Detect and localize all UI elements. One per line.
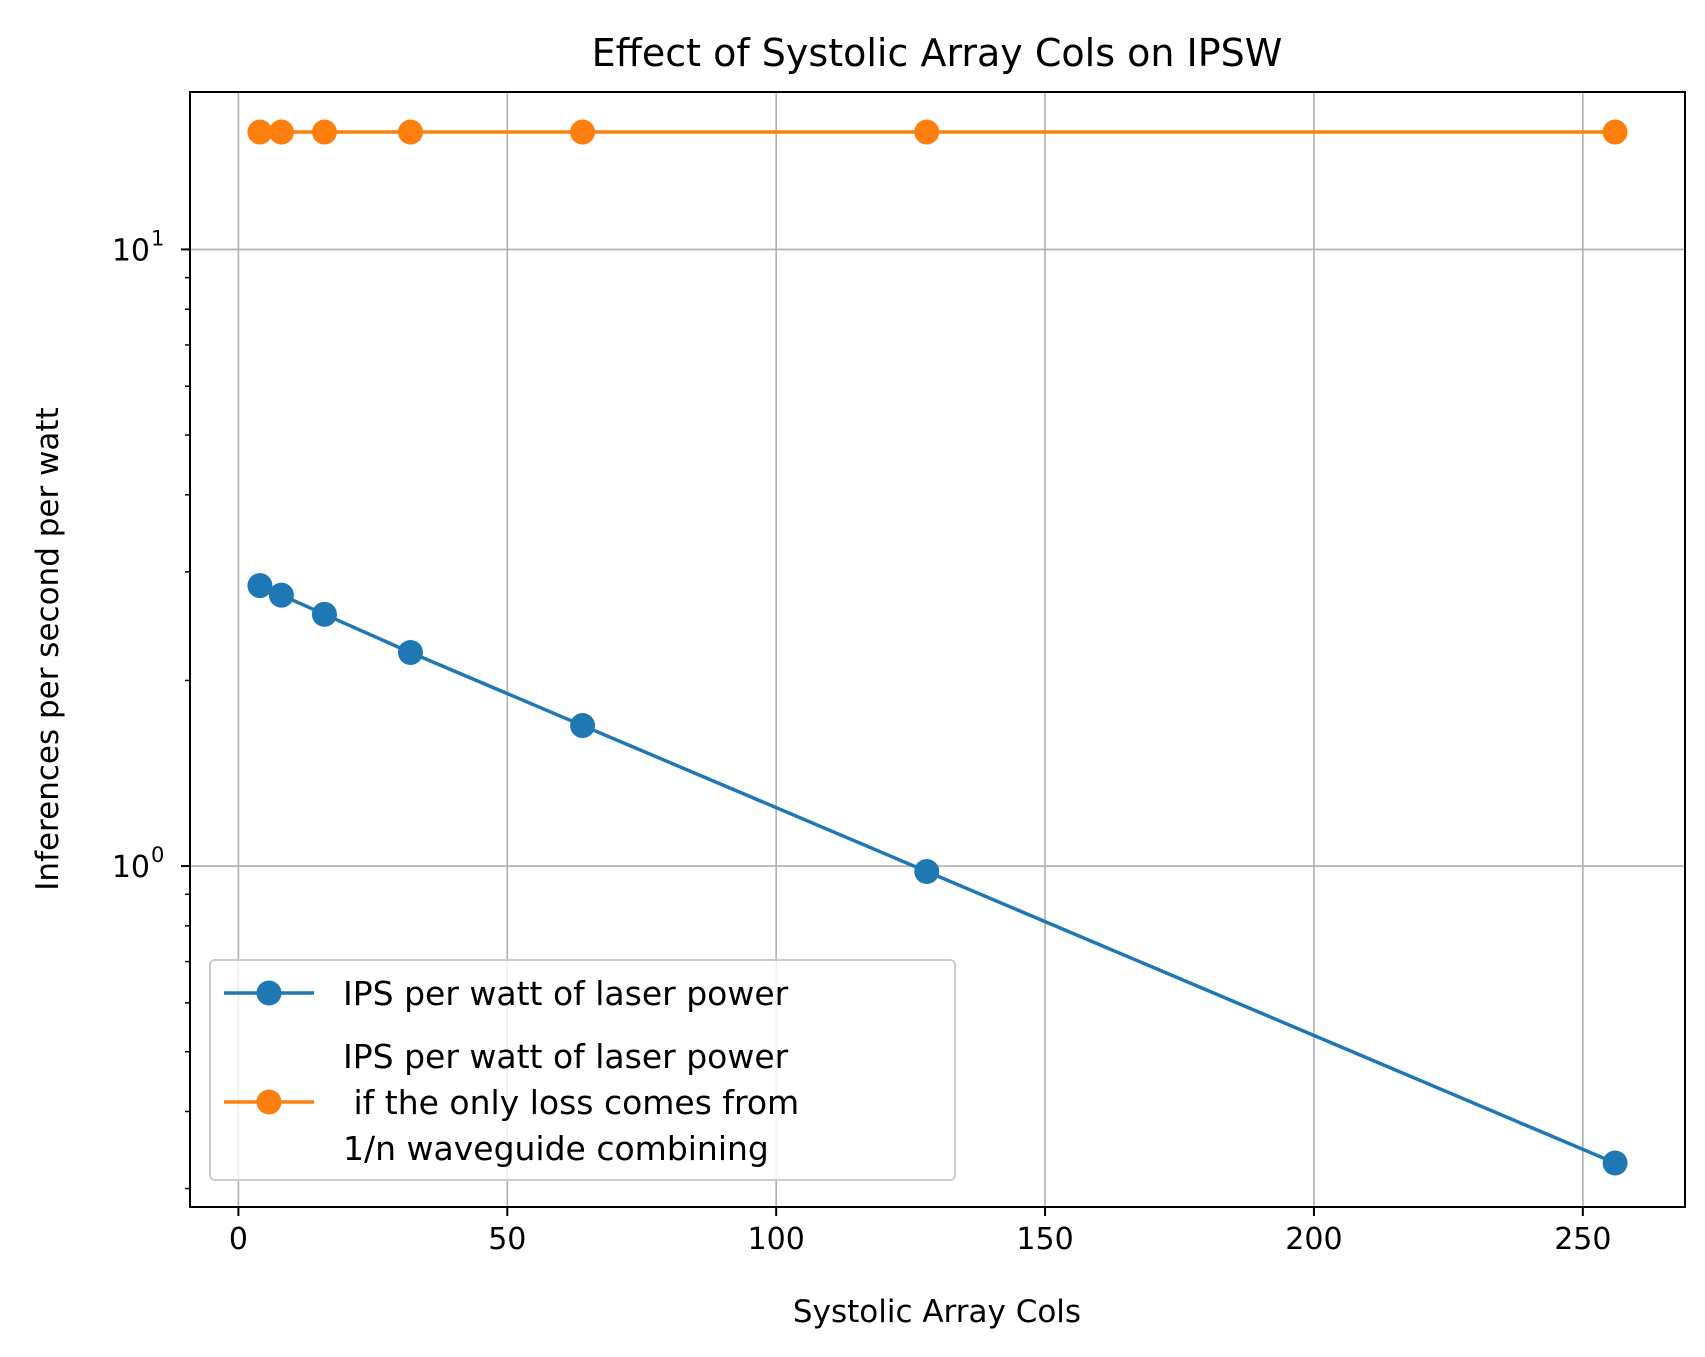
legend-label: IPS per watt of laser power <box>343 974 789 1013</box>
legend-marker <box>256 980 282 1006</box>
data-point <box>570 713 596 739</box>
series-0 <box>247 573 1628 1176</box>
x-tick-label: 200 <box>1285 1222 1342 1257</box>
data-point <box>247 573 273 599</box>
data-point <box>570 119 596 145</box>
data-point <box>1602 1150 1628 1176</box>
plot-frame <box>189 91 1686 1208</box>
x-tick-label: 100 <box>748 1222 805 1257</box>
series-layer <box>247 119 1628 1176</box>
legend-box <box>209 959 956 1181</box>
data-point <box>268 582 294 608</box>
y-tick-base: 10 <box>112 850 150 885</box>
data-point <box>311 601 337 627</box>
series-1 <box>247 119 1628 145</box>
x-tick-label: 150 <box>1016 1222 1073 1257</box>
x-axis-label: Systolic Array Cols <box>793 1294 1081 1330</box>
data-point <box>397 119 423 145</box>
data-point <box>914 858 940 884</box>
data-point <box>914 119 940 145</box>
chart-title: Effect of Systolic Array Cols on IPSW <box>592 31 1283 75</box>
y-tick-exponent: 0 <box>151 843 164 867</box>
y-tick-label: 10 1 <box>112 226 165 268</box>
x-tick-label: 50 <box>488 1222 526 1257</box>
data-point <box>247 119 273 145</box>
data-point <box>311 119 337 145</box>
legend-item-0: IPS per watt of laser power <box>224 974 789 1013</box>
data-point <box>1602 119 1628 145</box>
y-tick-exponent: 1 <box>151 226 164 250</box>
x-tick-label: 250 <box>1554 1222 1611 1257</box>
y-tick-label: 10 0 <box>112 843 165 885</box>
legend-item-1: IPS per watt of laser power if the only … <box>224 1037 799 1168</box>
data-point <box>268 119 294 145</box>
y-axis-label: Inferences per second per watt <box>30 407 66 890</box>
legend-marker <box>256 1089 282 1115</box>
data-point <box>397 639 423 665</box>
grid <box>190 92 1685 1207</box>
legend: IPS per watt of laser power IPS per watt … <box>209 959 956 1181</box>
y-tick-base: 10 <box>112 233 150 268</box>
legend-label: IPS per watt of laser power if the only … <box>343 1037 799 1168</box>
x-tick-label: 0 <box>229 1222 248 1257</box>
